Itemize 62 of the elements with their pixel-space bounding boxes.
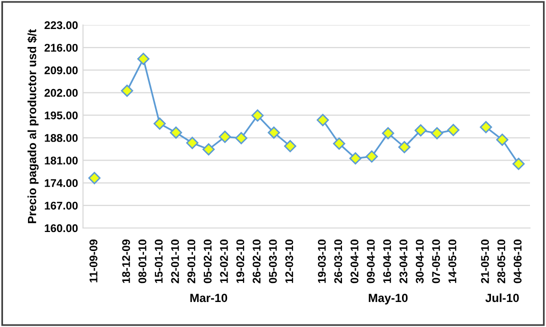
- y-axis-title: Precio pagado al productor usd $/t: [27, 29, 39, 224]
- x-tick-label: 15-01-10: [154, 240, 163, 283]
- x-tick-label: 04-06-10: [514, 240, 522, 284]
- x-tick-label: 05-02-10: [204, 240, 212, 284]
- x-tick-label: 23-04-10: [400, 240, 408, 284]
- text: Jul-10: [485, 293, 519, 302]
- point: [284, 140, 296, 152]
- x-tick-label: 26-03-10: [334, 240, 342, 284]
- point: [398, 141, 410, 154]
- x-tick-label: 21-05-10: [481, 240, 489, 284]
- point: [170, 126, 182, 139]
- x-tick-label: 19-03-10: [318, 240, 326, 283]
- x-tick-label: 12-03-10: [285, 240, 294, 283]
- point: [414, 124, 427, 136]
- x-tick-label: 30-04-10: [416, 240, 424, 284]
- point: [120, 84, 134, 97]
- point: [447, 124, 460, 136]
- point: [430, 127, 444, 140]
- y-tick-label: 181.00: [44, 156, 78, 164]
- text: May-10: [368, 294, 408, 304]
- y-tick-label: 160.00: [44, 224, 78, 232]
- point: [480, 121, 492, 134]
- point: [496, 134, 508, 146]
- text: Mar-10: [190, 294, 228, 302]
- point: [235, 132, 248, 144]
- y-tick-label: 188.00: [44, 134, 78, 142]
- x-tick-label: 08-01-10: [138, 240, 146, 284]
- point: [186, 136, 198, 150]
- x-tick-label: 02-04-10: [350, 240, 358, 284]
- point: [316, 114, 329, 126]
- point: [218, 130, 232, 143]
- point: [366, 150, 378, 163]
- point: [88, 172, 101, 184]
- point: [512, 158, 525, 170]
- y-tick-label: 167.00: [44, 202, 78, 210]
- point: [333, 137, 346, 150]
- point: [202, 143, 215, 156]
- x-tick-label: 28-05-10: [497, 240, 506, 284]
- x-tick-label: 11-09-09: [90, 240, 98, 282]
- x-tick-label: 09-04-10: [366, 240, 375, 284]
- point: [154, 118, 166, 130]
- x-tick-label: 07-05-10: [432, 240, 440, 284]
- point: [349, 152, 362, 164]
- x-tick-label: 29-01-10: [187, 240, 196, 284]
- x-tick-label: 26-02-10: [252, 240, 261, 284]
- x-tick-label: 12-02-10: [220, 240, 228, 283]
- y-tick-label: 202.00: [44, 88, 78, 97]
- x-tick-label: 19-02-10: [236, 240, 244, 283]
- point: [382, 127, 394, 140]
- y-tick-label: 174.00: [44, 179, 78, 188]
- point: [268, 126, 280, 139]
- point: [251, 109, 264, 122]
- y-tick-label: 223.00: [44, 21, 78, 30]
- x-tick-label: 16-04-10: [383, 240, 392, 283]
- y-tick-label: 209.00: [44, 66, 78, 74]
- y-tick-label: 195.00: [44, 111, 78, 120]
- x-tick-label: 14-05-10: [448, 240, 456, 283]
- x-tick-label: 22-01-10: [171, 240, 179, 284]
- x-tick-label: 05-03-10: [268, 240, 277, 284]
- point: [137, 52, 150, 65]
- y-tick-label: 216.00: [44, 44, 78, 52]
- x-tick-label: 18-12-09: [122, 240, 130, 283]
